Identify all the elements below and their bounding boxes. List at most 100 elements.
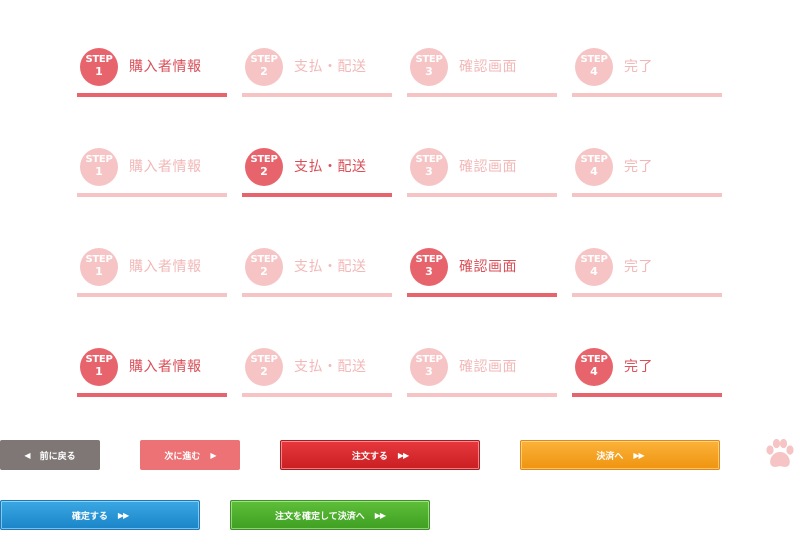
step-badge: STEP 3 (410, 348, 448, 386)
step-word: STEP (580, 254, 608, 265)
step-underline (572, 93, 722, 97)
step-label: 支払・配送 (294, 59, 367, 75)
step-underline (407, 193, 557, 197)
step-label: 購入者情報 (129, 359, 202, 375)
step-underline (572, 293, 722, 297)
step-badge: STEP 2 (245, 348, 283, 386)
step-3: STEP 3 確認画面 (407, 48, 557, 100)
confirm-button[interactable]: 確定する ▶▶ (0, 500, 200, 530)
step-4: STEP 4 完了 (572, 48, 722, 100)
step-label: 確認画面 (459, 359, 517, 375)
step-number: 1 (95, 65, 103, 78)
step-badge: STEP 4 (575, 48, 613, 86)
step-number: 4 (590, 65, 598, 78)
step-word: STEP (415, 254, 443, 265)
progress-bar-2: STEP 1 購入者情報 STEP 2 支払・配送 STEP 3 確認画面 ST… (77, 148, 723, 200)
step-number: 2 (260, 65, 268, 78)
step-word: STEP (415, 154, 443, 165)
step-underline (77, 293, 227, 297)
step-label: 購入者情報 (129, 59, 202, 75)
step-underline (407, 93, 557, 97)
left-arrow-icon: ◀ (24, 450, 30, 460)
step-number: 2 (260, 265, 268, 278)
next-button[interactable]: 次に進む ▶ (140, 440, 240, 470)
step-word: STEP (85, 254, 113, 265)
step-2: STEP 2 支払・配送 (242, 348, 392, 400)
step-1: STEP 1 購入者情報 (77, 148, 227, 200)
step-badge: STEP 1 (80, 348, 118, 386)
step-number: 3 (425, 65, 433, 78)
progress-bar-4: STEP 1 購入者情報 STEP 2 支払・配送 STEP 3 確認画面 ST… (77, 348, 723, 400)
step-label: 支払・配送 (294, 259, 367, 275)
double-right-arrow-icon: ▶▶ (117, 510, 129, 520)
step-3: STEP 3 確認画面 (407, 348, 557, 400)
step-word: STEP (580, 154, 608, 165)
back-button-label: 前に戻る (39, 451, 76, 462)
step-number: 3 (425, 365, 433, 378)
confirm-and-pay-button-label: 注文を確定して決済へ (274, 511, 365, 522)
step-label: 購入者情報 (129, 259, 202, 275)
step-underline (77, 393, 227, 397)
step-word: STEP (85, 354, 113, 365)
step-label: 支払・配送 (294, 359, 367, 375)
step-word: STEP (415, 354, 443, 365)
pay-button[interactable]: 決済へ ▶▶ (520, 440, 720, 470)
order-button[interactable]: 注文する ▶▶ (280, 440, 480, 470)
step-2: STEP 2 支払・配送 (242, 148, 392, 200)
step-3: STEP 3 確認画面 (407, 248, 557, 300)
step-label: 購入者情報 (129, 159, 202, 175)
step-number: 1 (95, 365, 103, 378)
pay-button-label: 決済へ (596, 451, 624, 462)
step-label: 完了 (624, 159, 653, 175)
step-word: STEP (85, 54, 113, 65)
confirm-and-pay-button[interactable]: 注文を確定して決済へ ▶▶ (230, 500, 430, 530)
step-label: 支払・配送 (294, 159, 367, 175)
double-right-arrow-icon: ▶▶ (397, 450, 409, 460)
step-badge: STEP 3 (410, 148, 448, 186)
step-1: STEP 1 購入者情報 (77, 48, 227, 100)
step-number: 1 (95, 265, 103, 278)
progress-bar-3: STEP 1 購入者情報 STEP 2 支払・配送 STEP 3 確認画面 ST… (77, 248, 723, 300)
step-number: 2 (260, 165, 268, 178)
step-underline (407, 293, 557, 297)
right-arrow-icon: ▶ (210, 450, 216, 460)
step-badge: STEP 1 (80, 248, 118, 286)
double-right-arrow-icon: ▶▶ (633, 450, 644, 460)
step-badge: STEP 1 (80, 148, 118, 186)
next-button-label: 次に進む (164, 451, 201, 462)
step-number: 4 (590, 265, 598, 278)
step-underline (77, 193, 227, 197)
step-word: STEP (580, 54, 608, 65)
step-1: STEP 1 購入者情報 (77, 248, 227, 300)
step-underline (77, 93, 227, 97)
step-underline (572, 193, 722, 197)
step-label: 完了 (624, 359, 653, 375)
step-4: STEP 4 完了 (572, 148, 722, 200)
step-number: 4 (590, 165, 598, 178)
step-2: STEP 2 支払・配送 (242, 48, 392, 100)
step-label: 確認画面 (459, 259, 517, 275)
double-right-arrow-icon: ▶▶ (374, 510, 386, 520)
step-4: STEP 4 完了 (572, 348, 722, 400)
step-badge: STEP 1 (80, 48, 118, 86)
step-number: 3 (425, 165, 433, 178)
progress-bar-1: STEP 1 購入者情報 STEP 2 支払・配送 STEP 3 確認画面 ST… (77, 48, 723, 100)
step-label: 確認画面 (459, 59, 517, 75)
step-4: STEP 4 完了 (572, 248, 722, 300)
step-badge: STEP 4 (575, 148, 613, 186)
step-number: 2 (260, 365, 268, 378)
step-word: STEP (580, 354, 608, 365)
step-label: 完了 (624, 59, 653, 75)
step-word: STEP (415, 54, 443, 65)
step-underline (242, 293, 392, 297)
step-1: STEP 1 購入者情報 (77, 348, 227, 400)
back-button[interactable]: ◀ 前に戻る (0, 440, 100, 470)
step-badge: STEP 4 (575, 248, 613, 286)
step-underline (572, 393, 722, 397)
step-underline (242, 393, 392, 397)
step-label: 完了 (624, 259, 653, 275)
step-number: 1 (95, 165, 103, 178)
step-badge: STEP 2 (245, 148, 283, 186)
confirm-button-label: 確定する (71, 511, 108, 522)
step-badge: STEP 4 (575, 348, 613, 386)
